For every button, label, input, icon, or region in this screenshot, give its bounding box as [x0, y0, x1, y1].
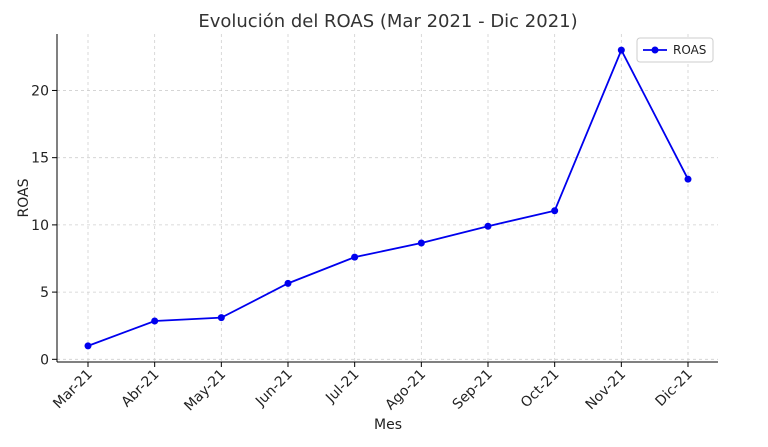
data-point — [417, 239, 425, 247]
y-tick-label: 5 — [40, 285, 49, 301]
y-tick-label: 15 — [31, 151, 49, 167]
x-tick-label: May-21 — [181, 367, 229, 415]
data-point — [617, 46, 625, 54]
data-point — [484, 222, 492, 230]
x-tick-label: Mar-21 — [50, 367, 96, 413]
y-tick-label: 10 — [31, 218, 49, 234]
x-tick-label: Oct-21 — [518, 367, 563, 412]
x-ticks: Mar-21 Abr-21 May-21 Jun-21 Jul-21 Ago-21 Sep-… — [50, 362, 696, 414]
data-point — [351, 253, 359, 261]
legend-marker — [651, 46, 659, 54]
y-axis-label: ROAS — [16, 178, 32, 217]
x-tick-label: Ago-21 — [382, 367, 429, 414]
chart-title: Evolución del ROAS (Mar 2021 - Dic 2021) — [198, 11, 577, 32]
data-point — [284, 279, 292, 287]
x-tick-label: Abr-21 — [119, 367, 163, 411]
data-point — [151, 317, 159, 325]
x-tick-label: Sep-21 — [450, 367, 496, 413]
x-tick-label: Jun-21 — [252, 367, 296, 411]
x-axis-label: Mes — [374, 417, 402, 433]
axes — [56, 34, 718, 363]
y-ticks: 0 5 10 15 20 — [31, 83, 57, 368]
x-tick-label: Jul-21 — [322, 367, 362, 407]
data-point — [84, 342, 92, 350]
y-tick-label: 0 — [40, 352, 49, 368]
data-point — [551, 207, 559, 215]
legend: ROAS — [636, 37, 714, 63]
series-line — [87, 47, 689, 347]
series — [84, 46, 692, 350]
data-point — [684, 175, 692, 183]
grid — [57, 34, 718, 362]
legend-label: ROAS — [673, 43, 706, 57]
data-point — [217, 314, 225, 322]
legend-box — [636, 37, 714, 63]
x-tick-label: Dic-21 — [653, 367, 696, 410]
y-tick-label: 20 — [31, 83, 49, 99]
x-tick-label: Nov-21 — [583, 367, 630, 414]
